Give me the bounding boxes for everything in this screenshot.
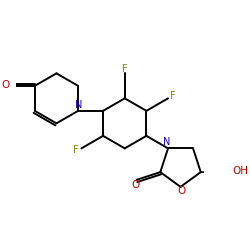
Text: OH: OH — [232, 166, 248, 176]
Text: N: N — [75, 100, 82, 110]
Text: O: O — [132, 180, 140, 190]
Text: O: O — [177, 186, 185, 196]
Text: F: F — [122, 64, 128, 74]
Polygon shape — [201, 171, 226, 173]
Text: O: O — [1, 80, 9, 90]
Text: N: N — [163, 138, 170, 147]
Text: F: F — [73, 145, 79, 155]
Text: F: F — [170, 91, 175, 101]
